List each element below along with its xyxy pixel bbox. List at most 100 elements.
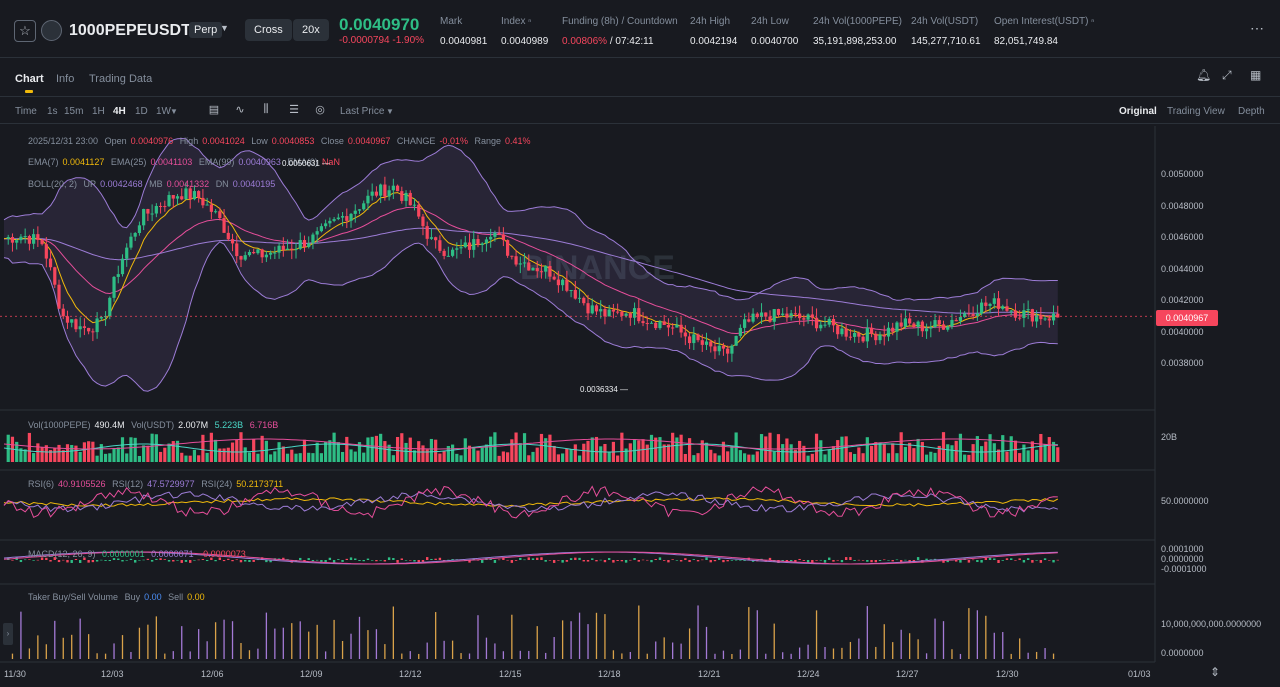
- macd-histogram-bar: [193, 560, 196, 561]
- view-original[interactable]: Original: [1119, 106, 1157, 117]
- macd-histogram-bar: [244, 560, 247, 562]
- macd-histogram-bar: [908, 560, 911, 563]
- macd-histogram-bar: [311, 560, 315, 562]
- candle-body: [632, 308, 637, 318]
- margin-mode-button[interactable]: Cross: [245, 19, 292, 41]
- candle-body: [82, 326, 87, 328]
- macd-histogram-bar: [354, 558, 357, 560]
- candle-body: [273, 252, 277, 254]
- macd-histogram-bar: [531, 558, 535, 560]
- macd-histogram-bar: [912, 560, 916, 562]
- layout-grid-icon[interactable]: ▦: [1250, 68, 1262, 82]
- favorite-star-icon[interactable]: ☆: [14, 20, 36, 42]
- volume-bar: [353, 451, 357, 462]
- interval-dropdown-icon[interactable]: ▼: [170, 107, 178, 116]
- volume-bar: [247, 452, 252, 462]
- funding-countdown: / 07:42:11: [607, 36, 654, 47]
- candle-body: [789, 313, 793, 318]
- candlestick-chart[interactable]: BINANCE: [0, 126, 1280, 687]
- vol-base-value: 490.4M: [94, 420, 125, 430]
- macd-histogram-bar: [324, 560, 327, 563]
- interval-1d[interactable]: 1D: [135, 106, 148, 117]
- interval-15m[interactable]: 15m: [64, 106, 84, 117]
- volume-bar: [277, 442, 281, 462]
- expand-sidebar-icon[interactable]: ›: [3, 623, 13, 645]
- settings-icon[interactable]: ☰: [289, 104, 299, 116]
- candle-body: [374, 191, 379, 196]
- interval-1w[interactable]: 1W: [156, 106, 171, 117]
- volume-bar: [112, 448, 116, 462]
- interval-1h[interactable]: 1H: [92, 106, 105, 117]
- candle-body: [421, 216, 425, 227]
- macd-histogram-bar: [387, 557, 391, 560]
- volume-bar: [1018, 453, 1022, 462]
- macd-histogram-bar: [955, 560, 958, 562]
- view-depth[interactable]: Depth: [1238, 106, 1265, 117]
- candle-body: [324, 223, 328, 227]
- legend-label: Vol(1000PEPE): [28, 420, 91, 430]
- volume-bar: [383, 441, 387, 462]
- coin-logo: [41, 20, 62, 41]
- macd-histogram-bar: [1010, 558, 1013, 560]
- volume-bar: [180, 452, 184, 462]
- candle-body: [776, 309, 781, 315]
- candle-body: [687, 336, 692, 344]
- macd-histogram-bar: [620, 560, 624, 562]
- alert-bell-icon[interactable]: 🔔︎: [1196, 68, 1212, 82]
- volume-bar: [971, 444, 975, 462]
- tab-info[interactable]: Info: [56, 73, 75, 85]
- candle-body: [455, 248, 459, 250]
- screenshot-icon[interactable]: ◎: [315, 104, 325, 116]
- symbol-name[interactable]: 1000PEPEUSDT: [69, 22, 191, 39]
- candle-body: [40, 239, 44, 245]
- candle-body: [345, 216, 349, 221]
- interval-1s[interactable]: 1s: [47, 106, 58, 117]
- calendar-icon[interactable]: ▤: [208, 104, 220, 116]
- stat-value: 0.0040700: [751, 36, 799, 47]
- volume-bar: [539, 433, 544, 462]
- macd-histogram-bar: [675, 560, 679, 561]
- leverage-button[interactable]: 20x: [293, 19, 329, 41]
- interval-time[interactable]: Time: [15, 106, 37, 117]
- candle-body: [603, 309, 607, 317]
- scale-reset-icon[interactable]: ⇕: [1210, 665, 1221, 679]
- macd-histogram-bar: [438, 557, 442, 560]
- candle-body: [878, 334, 882, 341]
- candle-body: [129, 236, 133, 248]
- tab-chart[interactable]: Chart: [15, 73, 44, 85]
- chart-type-icon[interactable]: ⫼: [263, 103, 269, 115]
- indicators-icon[interactable]: ∿: [235, 104, 245, 116]
- candle-body: [19, 236, 23, 241]
- price-type-dropdown-icon[interactable]: ▼: [386, 107, 394, 116]
- macd-histogram-bar: [536, 557, 539, 560]
- view-trading-view[interactable]: Trading View: [1167, 106, 1225, 117]
- more-options-icon[interactable]: ⋯: [1250, 20, 1265, 36]
- macd-histogram-bar: [836, 559, 839, 561]
- volume-bar: [730, 445, 734, 462]
- macd-histogram-bar: [155, 558, 158, 560]
- volume-bar: [802, 445, 806, 462]
- candle-body: [171, 195, 175, 199]
- tab-trading-data[interactable]: Trading Data: [89, 73, 153, 85]
- symbol-dropdown-icon[interactable]: ▼: [220, 23, 229, 33]
- price-type-select[interactable]: Last Price: [340, 106, 385, 117]
- volume-bar: [861, 453, 865, 462]
- candle-body: [112, 276, 116, 298]
- volume-bar: [666, 444, 671, 462]
- expand-icon[interactable]: ⤢: [1222, 68, 1232, 82]
- volume-bar: [163, 447, 167, 462]
- candle-body: [1026, 309, 1030, 311]
- macd-histogram-bar: [265, 560, 268, 563]
- candle-body: [497, 232, 501, 235]
- candle-body: [522, 262, 527, 264]
- interval-4h[interactable]: 4H: [113, 106, 126, 117]
- volume-bar: [44, 445, 48, 462]
- macd-histogram-bar: [434, 558, 437, 560]
- candle-body: [988, 303, 992, 306]
- candle-body: [87, 327, 91, 332]
- volume-bar: [785, 438, 789, 462]
- macd-histogram-bar: [62, 559, 65, 561]
- macd-histogram-bar: [396, 560, 399, 563]
- macd-histogram-bar: [654, 559, 657, 560]
